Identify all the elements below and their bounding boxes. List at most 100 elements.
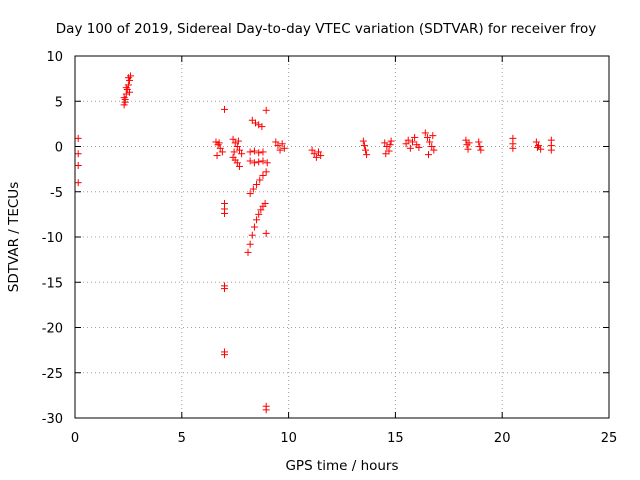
data-point xyxy=(250,159,258,167)
data-point xyxy=(476,143,484,150)
data-point xyxy=(221,285,229,293)
data-point xyxy=(235,162,243,170)
data-point xyxy=(360,142,368,150)
data-point xyxy=(317,152,325,160)
data-point xyxy=(213,152,221,160)
data-point xyxy=(361,146,369,154)
data-point xyxy=(244,248,252,256)
data-point xyxy=(477,146,485,154)
data-point xyxy=(229,135,237,143)
data-point xyxy=(315,148,323,156)
data-point xyxy=(259,148,267,156)
data-point xyxy=(253,181,261,189)
data-point xyxy=(255,149,263,157)
x-tick-label: 15 xyxy=(387,431,404,446)
data-point xyxy=(547,146,555,154)
data-point xyxy=(216,144,224,152)
data-point xyxy=(74,179,82,187)
y-tick-label: -5 xyxy=(50,186,63,201)
data-point xyxy=(430,146,438,154)
data-point xyxy=(383,143,391,150)
data-point xyxy=(386,141,394,149)
data-point xyxy=(465,139,473,147)
data-point xyxy=(251,119,259,127)
data-point xyxy=(121,98,129,106)
data-point xyxy=(429,132,437,140)
data-point xyxy=(233,143,241,150)
data-point xyxy=(387,137,395,145)
x-tick-label: 0 xyxy=(71,431,79,446)
data-point xyxy=(425,151,433,159)
data-point xyxy=(276,146,284,154)
data-point xyxy=(74,134,82,142)
data-point xyxy=(415,143,423,151)
data-point xyxy=(464,145,472,153)
data-point xyxy=(262,406,270,414)
data-point xyxy=(253,216,261,224)
data-point xyxy=(257,206,265,214)
data-point xyxy=(310,150,318,158)
data-point xyxy=(312,153,320,161)
x-tick-label: 25 xyxy=(601,431,618,446)
data-point xyxy=(250,147,258,155)
data-point xyxy=(532,138,540,146)
data-point xyxy=(423,133,431,141)
data-point xyxy=(218,148,226,156)
data-point xyxy=(221,351,229,359)
data-point xyxy=(363,151,371,159)
data-point xyxy=(411,133,419,141)
data-point xyxy=(125,88,133,96)
data-point xyxy=(249,185,257,193)
data-series xyxy=(74,72,555,414)
chart-title: Day 100 of 2019, Sidereal Day-to-day VTE… xyxy=(56,21,596,37)
data-point xyxy=(408,138,416,146)
data-point xyxy=(402,140,410,148)
x-axis-label: GPS time / hours xyxy=(285,458,398,474)
data-point xyxy=(261,200,269,208)
data-point xyxy=(475,138,483,146)
data-point xyxy=(246,190,254,198)
plot-frame xyxy=(74,55,610,419)
x-tick-label: 5 xyxy=(178,431,186,446)
y-tick-label: -30 xyxy=(42,412,63,427)
data-point xyxy=(382,150,390,158)
data-point xyxy=(246,240,254,248)
data-point xyxy=(258,123,266,131)
y-tick-label: 0 xyxy=(55,141,63,156)
data-point xyxy=(421,129,429,137)
data-point xyxy=(263,159,271,167)
data-point xyxy=(231,139,239,147)
data-point xyxy=(250,223,258,231)
x-tick-label: 10 xyxy=(280,431,297,446)
data-point xyxy=(120,94,128,102)
data-point xyxy=(262,168,270,176)
data-point xyxy=(274,142,282,150)
data-point xyxy=(235,146,243,154)
axis-ticks: 0 5 10 15 20 25 10 5 0 -5 -10 -15 -20 -25 -30 xyxy=(42,50,618,446)
data-point xyxy=(280,144,288,152)
data-point xyxy=(255,158,263,166)
data-point xyxy=(509,144,517,152)
x-tick-label: 20 xyxy=(494,431,511,446)
data-point xyxy=(533,143,541,151)
grid xyxy=(75,56,609,418)
data-point xyxy=(262,106,270,114)
y-tick-label: 5 xyxy=(55,95,63,110)
data-point xyxy=(246,157,254,165)
data-point xyxy=(278,140,286,148)
y-tick-label: -20 xyxy=(42,322,63,337)
data-point xyxy=(259,157,267,165)
data-point xyxy=(256,176,264,184)
data-point xyxy=(537,145,545,153)
data-point xyxy=(221,105,229,113)
data-point xyxy=(221,209,229,217)
data-point xyxy=(308,146,316,154)
data-point xyxy=(428,143,436,150)
data-point xyxy=(255,121,263,129)
data-point xyxy=(74,162,82,170)
data-point xyxy=(535,142,543,150)
data-point xyxy=(214,141,222,149)
data-point xyxy=(404,136,412,144)
data-point xyxy=(233,159,241,167)
